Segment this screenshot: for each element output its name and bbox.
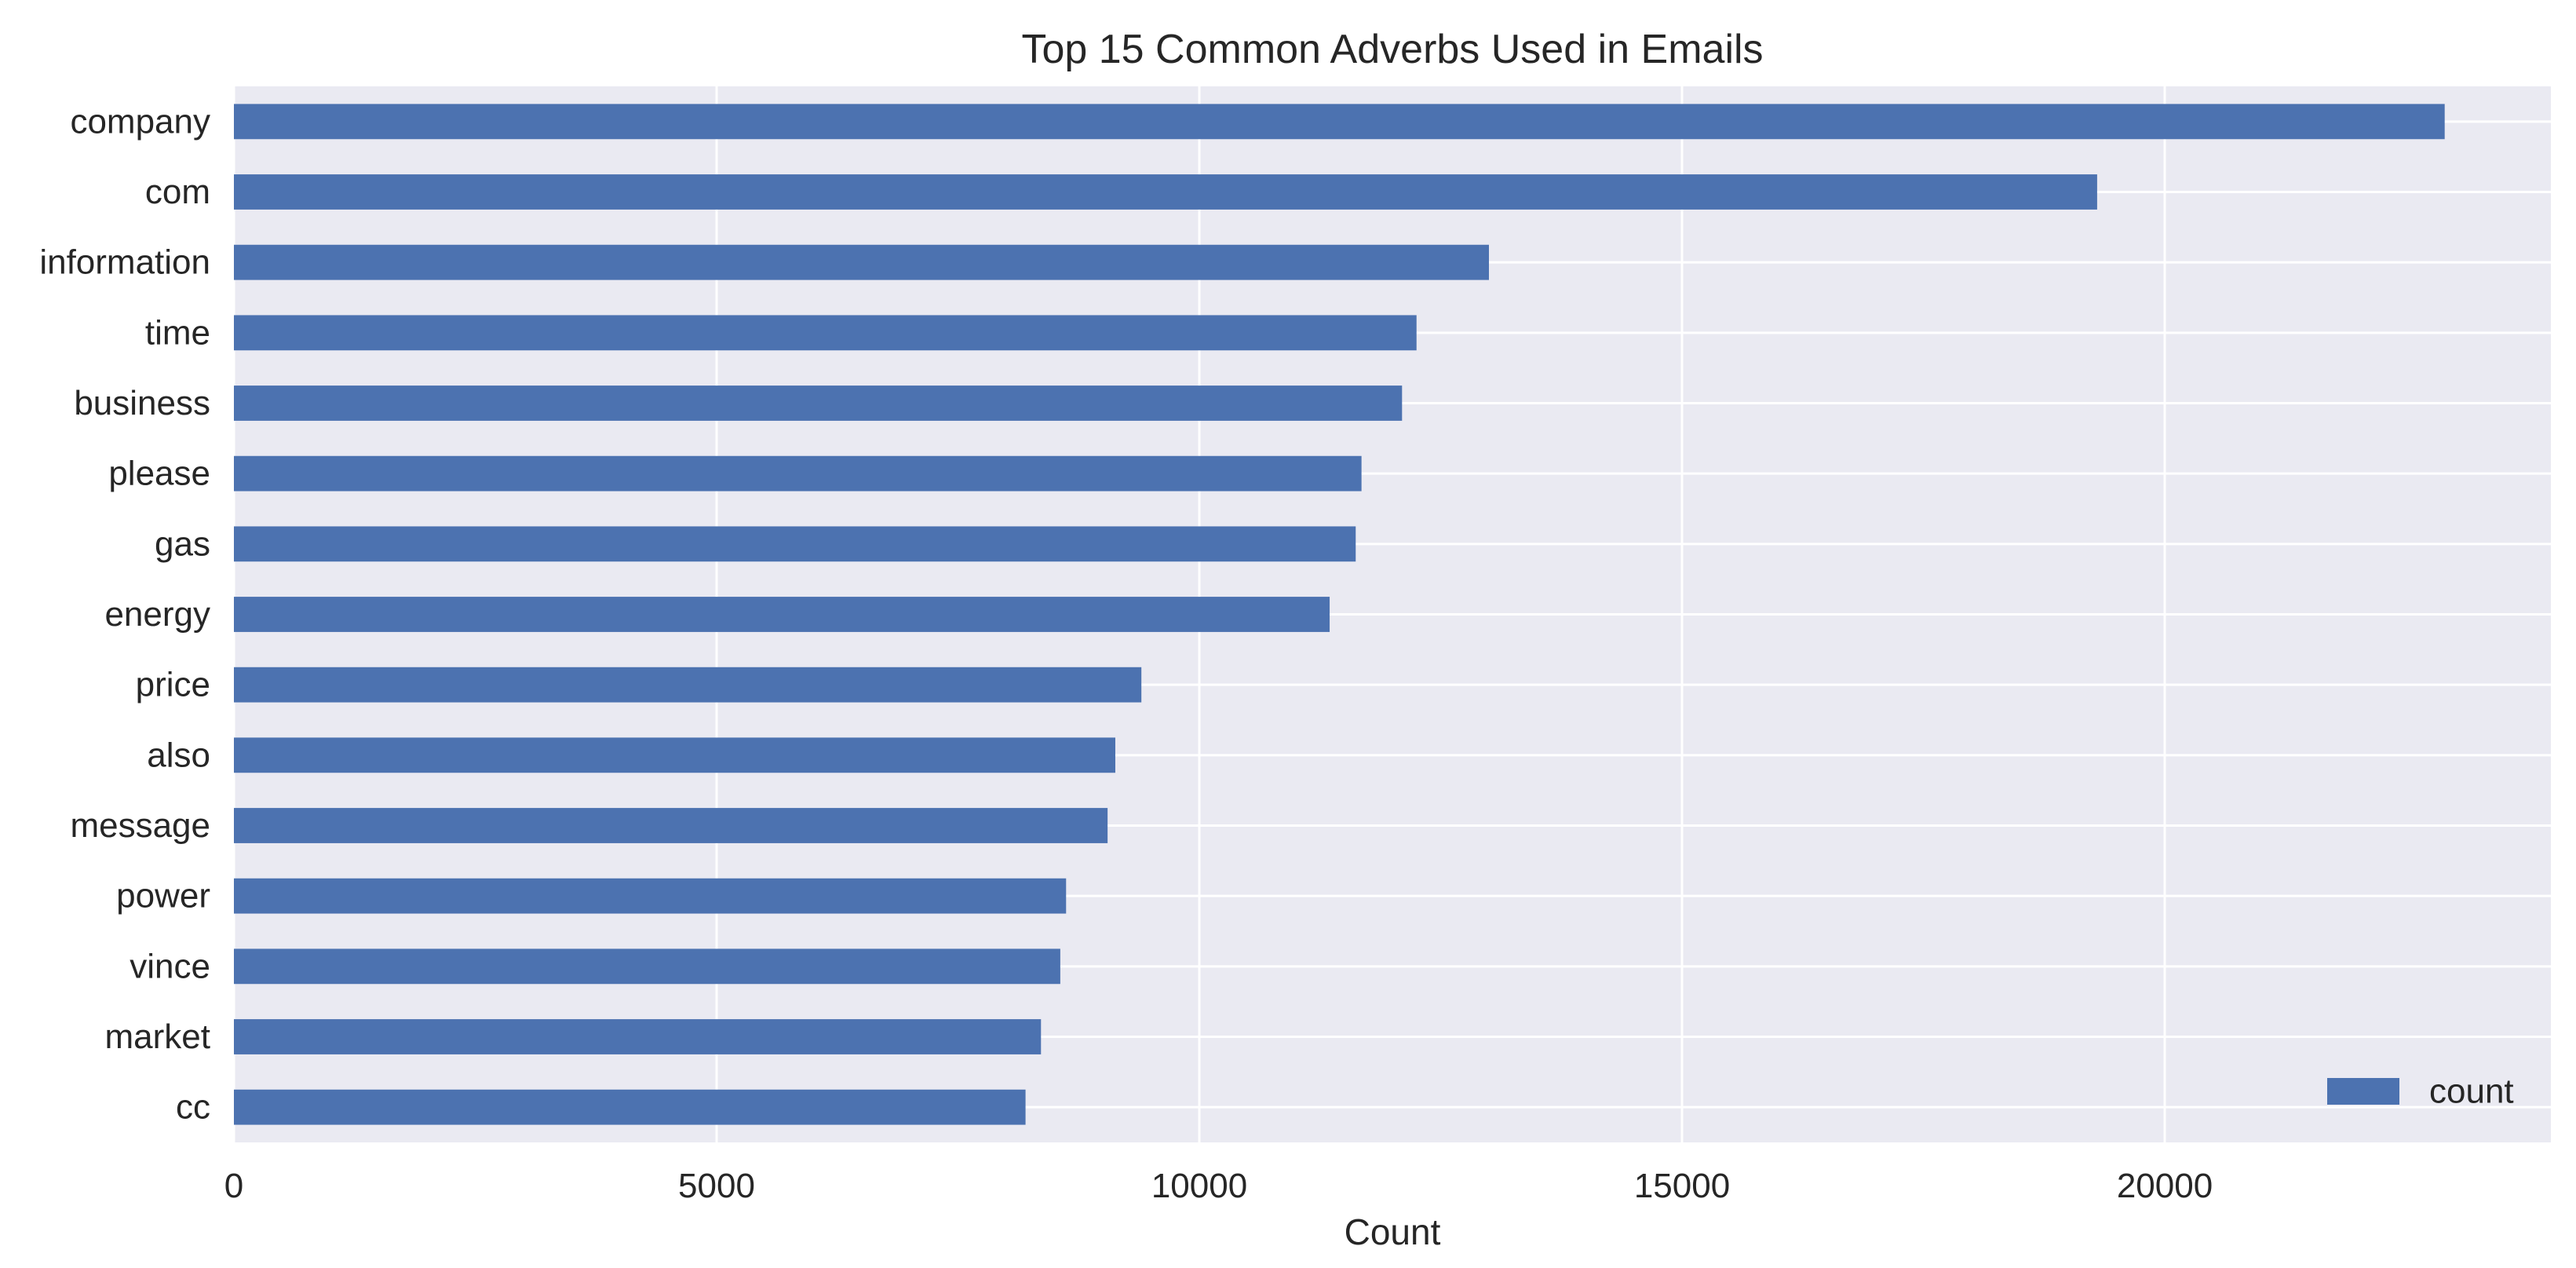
bar-vince (234, 948, 1060, 985)
y-tick-label: gas (155, 524, 210, 563)
legend-label: count (2429, 1073, 2514, 1111)
x-axis-tick-labels: 0 5000 10000 15000 20000 (224, 1167, 2213, 1205)
x-tick-label: 15000 (1634, 1167, 1730, 1205)
bars (234, 104, 2445, 1125)
bar-com (234, 174, 2097, 210)
bar-message (234, 808, 1108, 843)
y-tick-label: price (136, 666, 210, 704)
bar-power (234, 878, 1067, 914)
y-tick-label: energy (104, 595, 210, 634)
y-tick-label: message (70, 806, 210, 845)
y-tick-label: information (39, 243, 210, 282)
y-tick-label: time (145, 313, 210, 352)
y-tick-label: company (70, 102, 210, 141)
bar-information (234, 244, 1489, 280)
bar-business (234, 386, 1403, 421)
bar-gas (234, 526, 1356, 562)
legend-swatch (2327, 1078, 2399, 1105)
y-tick-label: please (108, 455, 210, 493)
y-tick-label: market (105, 1018, 210, 1056)
x-tick-label: 0 (224, 1167, 243, 1205)
y-tick-label: power (116, 877, 210, 915)
bar-also (234, 737, 1115, 773)
bar-please (234, 455, 1362, 491)
x-tick-label: 5000 (678, 1167, 755, 1205)
y-tick-label: also (147, 736, 210, 774)
x-tick-label: 10000 (1151, 1167, 1247, 1205)
x-axis-label: Count (1345, 1211, 1441, 1252)
chart-title: Top 15 Common Adverbs Used in Emails (1021, 27, 1763, 72)
bar-time (234, 315, 1417, 351)
y-axis-tick-labels: company com information time business please g… (39, 102, 210, 1126)
y-tick-label: com (145, 173, 210, 211)
bar-market (234, 1019, 1042, 1054)
y-tick-label: business (74, 384, 210, 422)
bar-energy (234, 597, 1330, 632)
y-tick-label: vince (130, 947, 210, 985)
y-tick-label: cc (176, 1088, 210, 1127)
bar-cc (234, 1089, 1026, 1125)
x-tick-label: 20000 (2117, 1167, 2213, 1205)
bar-company (234, 104, 2445, 140)
legend: count (2327, 1073, 2514, 1111)
bar-price (234, 667, 1142, 703)
